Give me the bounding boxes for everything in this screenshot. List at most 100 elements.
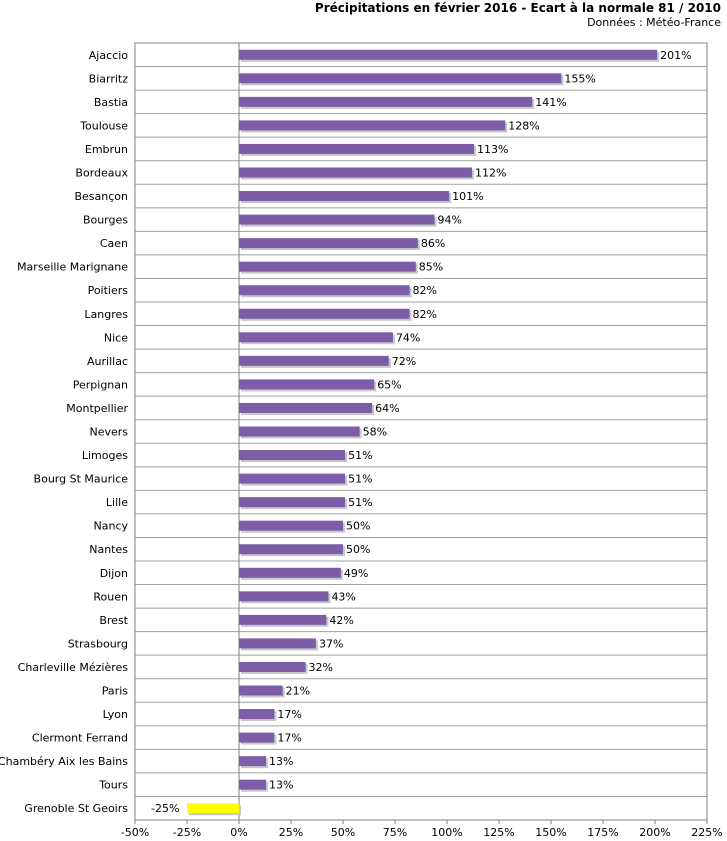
plot-frame — [134, 42, 708, 821]
bar — [239, 167, 472, 178]
category-label: Aurillac — [87, 355, 128, 368]
bar — [239, 214, 435, 225]
category-label: Lille — [106, 496, 128, 509]
data-label: 50% — [346, 543, 370, 556]
bar — [239, 497, 346, 508]
data-label: 43% — [331, 590, 355, 603]
bar — [239, 96, 533, 107]
bar — [187, 803, 239, 814]
data-label: 42% — [329, 614, 353, 627]
data-label: 17% — [277, 708, 301, 721]
data-label: 51% — [348, 473, 372, 486]
bar — [239, 450, 346, 461]
category-label: Toulouse — [79, 119, 128, 132]
data-label: 64% — [375, 402, 399, 415]
x-tick-label: 150% — [535, 826, 566, 839]
data-label: 65% — [377, 378, 401, 391]
bar — [239, 120, 506, 131]
bar — [239, 520, 343, 531]
x-tick-label: 100% — [431, 826, 462, 839]
category-label: Langres — [84, 308, 128, 321]
category-label: Bourges — [83, 214, 128, 227]
category-label: Lyon — [103, 708, 128, 721]
x-tick-label: 125% — [483, 826, 514, 839]
data-label: 13% — [269, 779, 293, 792]
bar — [239, 638, 316, 649]
bar — [239, 261, 416, 272]
category-label: Bourg St Maurice — [34, 473, 129, 486]
chart-subtitle: Données : Météo-France — [587, 16, 721, 29]
data-label: 51% — [348, 496, 372, 509]
category-label: Biarritz — [89, 72, 129, 85]
category-label: Brest — [99, 614, 128, 627]
bar — [239, 308, 410, 319]
bar — [239, 238, 418, 249]
x-tick-label: 225% — [691, 826, 722, 839]
x-tick-label: 175% — [587, 826, 618, 839]
bar — [239, 709, 275, 720]
data-label: 113% — [477, 143, 508, 156]
bar — [239, 285, 410, 296]
category-label: Tours — [98, 779, 128, 792]
data-label: 112% — [475, 167, 506, 180]
data-label: 86% — [421, 237, 445, 250]
category-label: Nice — [104, 331, 128, 344]
category-label: Paris — [102, 685, 128, 698]
data-label: 101% — [452, 190, 483, 203]
category-label: Rouen — [93, 590, 128, 603]
data-label: 37% — [319, 637, 343, 650]
bar — [239, 591, 329, 602]
data-label: 49% — [344, 567, 368, 580]
bar — [239, 379, 375, 390]
data-label: 51% — [348, 449, 372, 462]
bar — [239, 49, 658, 60]
bar — [239, 426, 360, 437]
bar — [239, 685, 283, 696]
x-tick-label: -25% — [173, 826, 201, 839]
x-tick-label: 25% — [279, 826, 303, 839]
category-label: Grenoble St Geoirs — [24, 802, 128, 815]
data-label: 82% — [413, 308, 437, 321]
data-label: 82% — [413, 284, 437, 297]
category-label: Embrun — [85, 143, 128, 156]
category-label: Dijon — [100, 567, 128, 580]
data-label: 201% — [660, 49, 691, 62]
bar — [239, 779, 267, 790]
data-label: 72% — [392, 355, 416, 368]
category-label: Besançon — [74, 190, 128, 203]
category-label: Nevers — [89, 426, 128, 439]
category-label: Bordeaux — [75, 167, 128, 180]
category-label: Caen — [100, 237, 128, 250]
x-tick-label: 200% — [639, 826, 670, 839]
data-label: 13% — [269, 755, 293, 768]
data-label: 74% — [396, 331, 420, 344]
category-label: Nancy — [94, 520, 129, 533]
bar — [239, 732, 275, 743]
bar — [239, 661, 306, 672]
category-label: Bastia — [94, 96, 128, 109]
category-label: Chambéry Aix les Bains — [0, 755, 128, 768]
bar — [239, 332, 393, 343]
bar — [239, 473, 346, 484]
data-label: 50% — [346, 520, 370, 533]
category-label: Poitiers — [88, 284, 129, 297]
bar — [239, 73, 562, 84]
data-label: 21% — [286, 685, 310, 698]
bar — [239, 402, 373, 413]
bar — [239, 614, 327, 625]
category-label: Limoges — [82, 449, 128, 462]
x-tick-label: -50% — [121, 826, 149, 839]
bar — [239, 191, 450, 202]
data-label: -25% — [151, 802, 179, 815]
category-label: Charleville Mézières — [18, 661, 129, 674]
category-label: Ajaccio — [89, 49, 128, 62]
bar — [239, 544, 343, 555]
data-label: 128% — [508, 119, 539, 132]
bar — [239, 756, 267, 767]
data-label: 58% — [363, 426, 387, 439]
data-label: 141% — [535, 96, 566, 109]
data-label: 32% — [309, 661, 333, 674]
bar — [239, 567, 341, 578]
x-tick-label: 75% — [383, 826, 407, 839]
